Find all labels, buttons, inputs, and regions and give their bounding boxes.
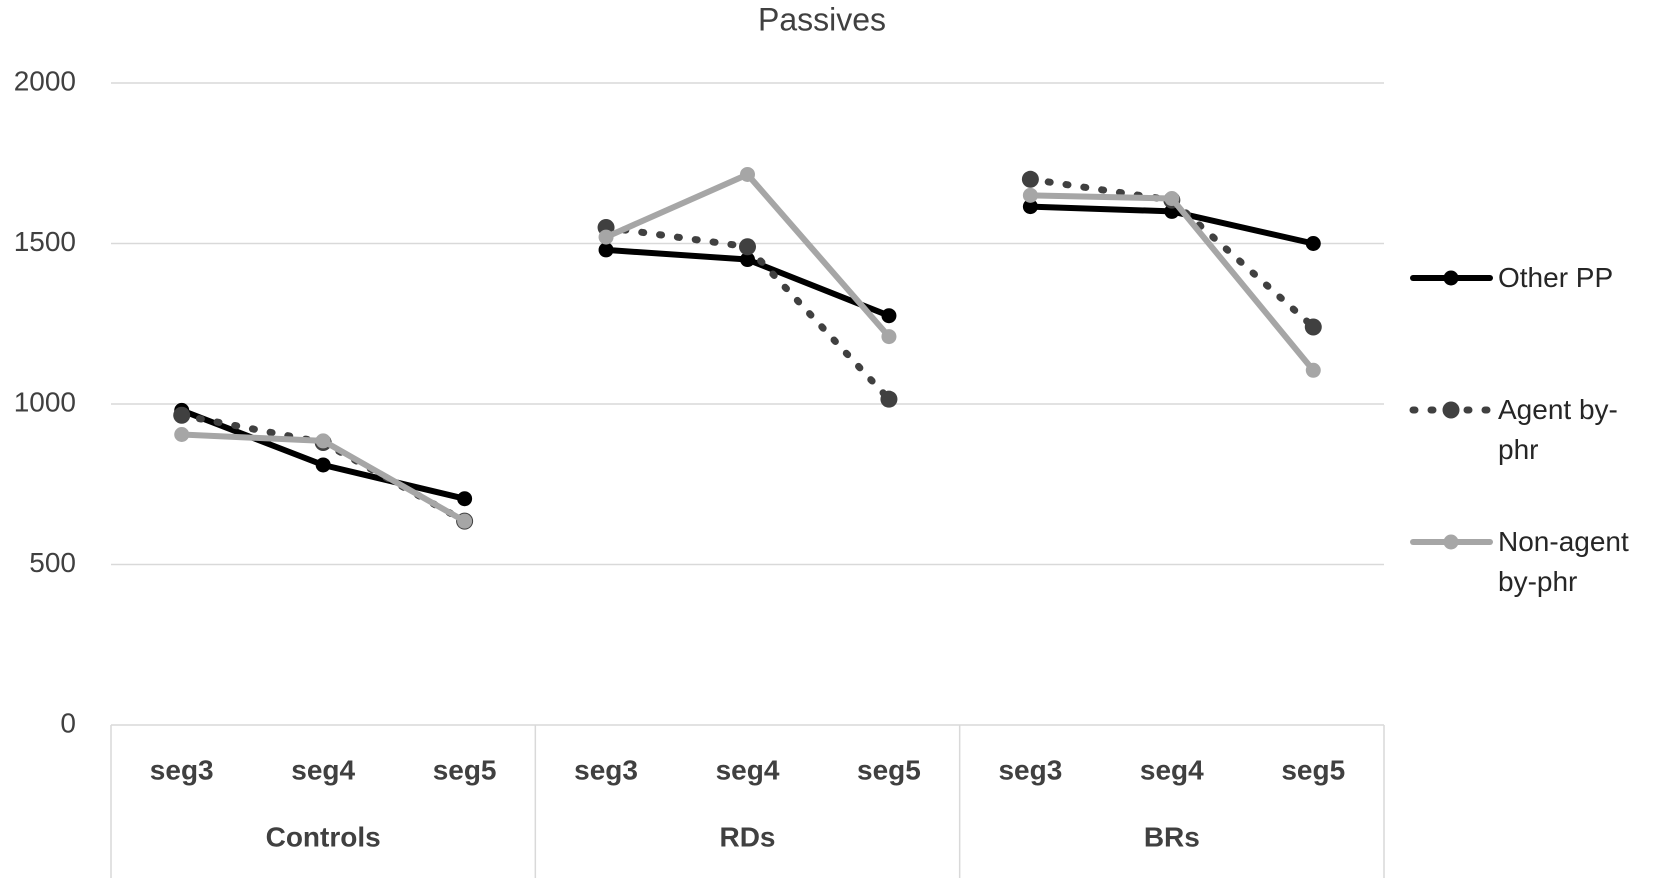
group-label: BRs [1144,821,1200,852]
legend-marker [1443,534,1459,550]
data-point [1304,318,1322,336]
x-tick-label: seg4 [716,754,780,785]
data-point [881,308,897,324]
x-tick-label: seg3 [574,754,638,785]
x-tick-label: seg5 [1281,754,1345,785]
y-tick-label: 1000 [14,386,76,417]
data-point [1164,191,1180,207]
data-point [740,252,755,268]
y-tick-label: 1500 [14,226,76,257]
legend-label: Agent by-phr [1498,394,1618,465]
data-point [1305,236,1321,251]
legend-label: Other PP [1498,262,1614,293]
data-point [1022,199,1038,215]
legend-marker [1443,270,1459,286]
data-point [457,491,473,507]
data-point [174,426,190,442]
group-label: Controls [266,821,381,852]
series-line [1027,192,1317,374]
data-point [1022,187,1038,203]
data-point [598,229,614,245]
x-tick-label: seg5 [433,754,497,785]
x-tick-label: seg4 [1140,754,1204,785]
x-tick-label: seg4 [291,754,355,785]
data-point [1021,170,1039,188]
y-tick-label: 2000 [14,65,76,96]
data-point [739,238,756,256]
x-tick-label: seg3 [998,754,1062,785]
y-tick-label: 500 [29,547,76,578]
data-point [173,406,191,424]
legend-label: Non-agent by-phr [1498,526,1629,597]
chart-title: Passives [758,1,886,37]
x-tick-label: seg5 [857,754,921,785]
series-line [178,407,468,502]
y-tick-label: 0 [60,707,76,738]
x-tick-label: seg3 [150,754,214,785]
data-point [880,390,898,408]
data-point [881,329,897,345]
data-point [1305,362,1321,378]
legend-marker [1442,401,1460,419]
data-point [598,242,614,258]
data-point [740,166,755,182]
data-point [315,457,331,473]
data-point [457,513,473,529]
group-label: RDs [719,821,775,852]
data-point [315,433,331,449]
